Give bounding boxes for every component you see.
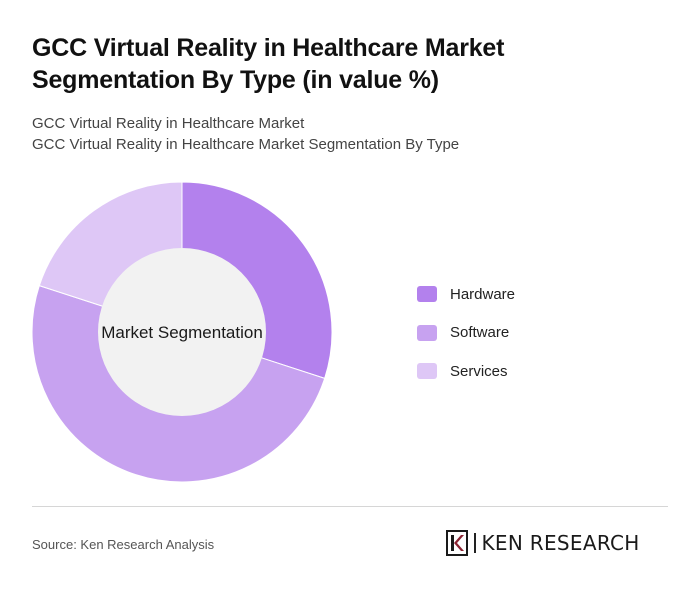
source-note: Source: Ken Research Analysis <box>32 537 215 552</box>
chart-legend: Hardware Software Services <box>417 284 515 400</box>
ken-research-logo: KEN RESEARCH <box>446 530 640 556</box>
donut-center-label: Market Segmentation <box>101 323 263 342</box>
chart-subtitle: GCC Virtual Reality in Healthcare Market… <box>32 113 652 155</box>
legend-swatch-software <box>417 324 437 341</box>
footer-divider <box>32 506 668 507</box>
donut-hole <box>98 248 266 416</box>
logo-separator <box>474 533 476 553</box>
legend-item-services: Services <box>417 361 515 381</box>
legend-item-hardware: Hardware <box>417 284 515 304</box>
donut-chart: Market Segmentation <box>31 181 333 483</box>
legend-item-software: Software <box>417 323 515 343</box>
logo-text: KEN RESEARCH <box>481 531 640 555</box>
legend-label-hardware: Hardware <box>450 285 516 303</box>
subtitle-line-2: GCC Virtual Reality in Healthcare Market… <box>32 136 460 153</box>
legend-label-services: Services <box>450 362 508 380</box>
legend-label-software: Software <box>450 324 510 341</box>
ken-research-logo-icon <box>446 530 468 556</box>
legend-swatch-hardware <box>417 286 437 302</box>
chart-title: GCC Virtual Reality in Healthcare Market… <box>32 34 505 94</box>
legend-swatch-services <box>417 363 437 379</box>
subtitle-line-1: GCC Virtual Reality in Healthcare Market <box>32 115 305 132</box>
